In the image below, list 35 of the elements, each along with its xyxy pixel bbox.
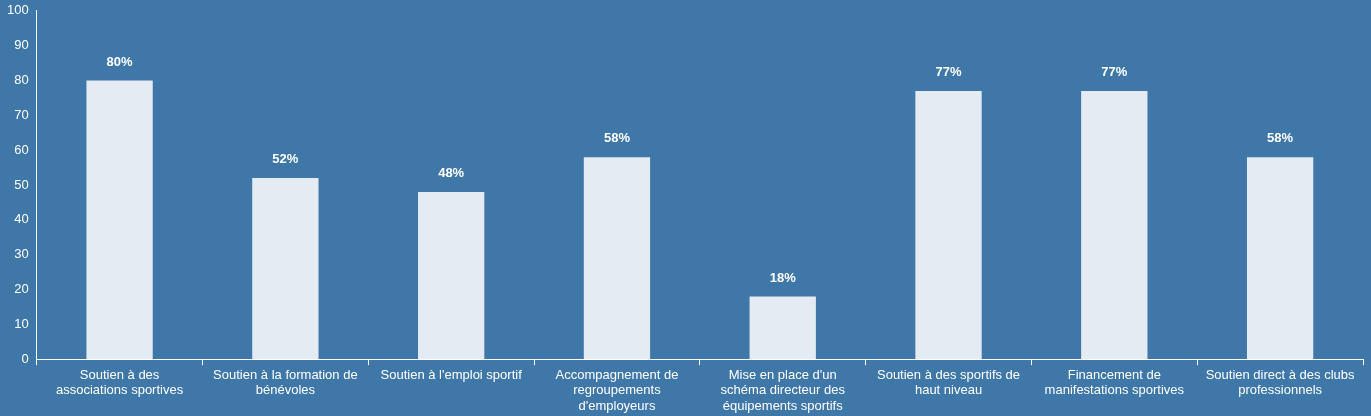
data-label: 58% [603,130,631,146]
y-tick-label: 40 [14,211,29,227]
bar [1081,90,1148,360]
x-tick-label: Accompagnement de regroupements d'employeurs [555,366,679,413]
x-tick-label: Soutien à des sportifs de haut niveau [876,366,1021,398]
data-label: 52% [272,151,299,167]
x-tick-label: Financement de manifestations sportives [1044,366,1185,398]
data-label: 77% [1101,64,1128,80]
data-label: 58% [1267,130,1294,146]
x-tick-label: Soutien à la formation de bénévoles [213,366,358,398]
y-tick-label: 50 [14,176,29,192]
y-tick-label: 70 [14,106,29,122]
bar [749,296,816,360]
bar [1246,157,1314,360]
y-tick-label: 0 [21,350,29,366]
y-tick-label: 100 [6,2,29,18]
y-tick-label: 60 [14,141,29,157]
data-label: 77% [935,64,962,80]
data-label: 80% [106,53,134,69]
x-tick-label: Mise en place d'un schéma directeur des équipements sportifs [720,366,846,413]
x-tick-label: Soutien direct à des clubs professionnels [1205,366,1356,398]
y-tick-label: 80 [14,72,29,88]
y-tick-label: 20 [14,281,29,297]
bar [418,191,485,360]
y-tick-label: 30 [14,246,29,262]
bar [915,90,982,360]
x-tick-label: Soutien à l'emploi sportif [380,366,523,382]
bar [583,157,651,360]
bar [252,178,319,360]
y-tick-label: 90 [14,37,29,53]
data-label: 18% [769,269,797,285]
x-tick-label: Soutien à des associations sportives [56,366,184,398]
y-tick-label: 10 [14,315,29,331]
data-label: 48% [438,165,465,181]
bar [86,80,153,360]
